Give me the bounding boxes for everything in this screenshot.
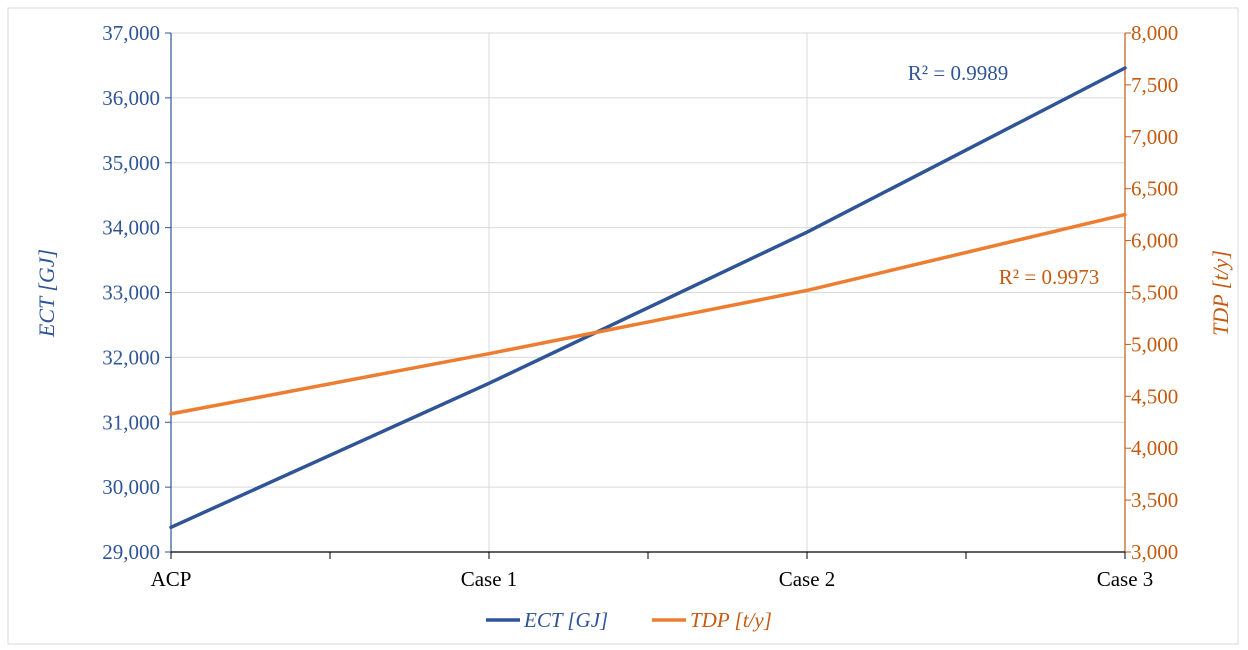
x-tick-label: Case 3 xyxy=(1097,567,1154,591)
r2-label-ect: R² = 0.9989 xyxy=(908,61,1008,85)
y-right-tick-label: 5,000 xyxy=(1131,332,1178,356)
x-tick-label: Case 1 xyxy=(461,567,518,591)
legend: ECT [GJ] TDP [t/y] xyxy=(486,608,772,632)
x-tick-label: Case 2 xyxy=(779,567,836,591)
y-right-tick-label: 7,000 xyxy=(1131,125,1178,149)
y-right-tick-label: 6,500 xyxy=(1131,177,1178,201)
y-axis-title-left: ECT [GJ] xyxy=(34,249,59,338)
y-axis-title-right: TDP [t/y] xyxy=(1208,250,1233,336)
y-left-tick-label: 30,000 xyxy=(102,475,160,499)
tick-labels: 29,000 30,000 31,000 32,000 33,000 34,000 35,0… xyxy=(102,21,1178,591)
y-right-tick-label: 4,500 xyxy=(1131,384,1178,408)
y-right-tick-label: 7,500 xyxy=(1131,73,1178,97)
series-line-tdp xyxy=(169,212,1127,416)
y-right-tick-label: 4,000 xyxy=(1131,436,1178,460)
r2-label-tdp: R² = 0.9973 xyxy=(999,265,1099,289)
y-left-tick-label: 34,000 xyxy=(102,216,160,240)
y-right-tick-label: 8,000 xyxy=(1131,21,1178,45)
gridlines xyxy=(171,32,1126,552)
y-right-tick-label: 6,000 xyxy=(1131,229,1178,253)
y-left-tick-label: 37,000 xyxy=(102,21,160,45)
axes xyxy=(165,32,1131,559)
y-left-tick-label: 32,000 xyxy=(102,345,160,369)
y-left-tick-label: 29,000 xyxy=(102,540,160,564)
series-line-ect xyxy=(169,66,1127,530)
y-right-tick-label: 5,500 xyxy=(1131,281,1178,305)
y-left-tick-label: 35,000 xyxy=(102,151,160,175)
y-left-tick-label: 31,000 xyxy=(102,410,160,434)
legend-label-tdp: TDP [t/y] xyxy=(690,608,772,632)
y-right-tick-label: 3,500 xyxy=(1131,488,1178,512)
y-right-tick-label: 3,000 xyxy=(1131,540,1178,564)
y-left-tick-label: 33,000 xyxy=(102,281,160,305)
legend-label-ect: ECT [GJ] xyxy=(523,608,608,632)
series-lines xyxy=(169,66,1127,530)
x-tick-label: ACP xyxy=(151,567,192,591)
y-left-tick-label: 36,000 xyxy=(102,86,160,110)
